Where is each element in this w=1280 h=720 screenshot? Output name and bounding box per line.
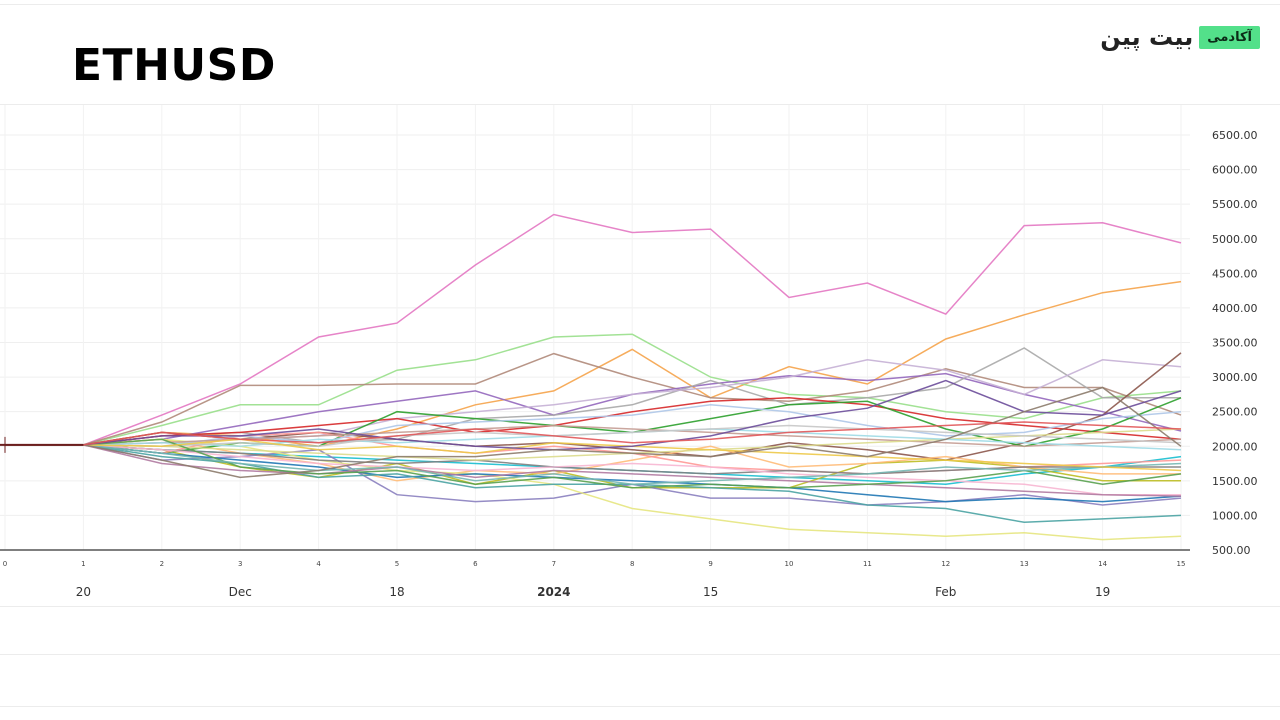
- header-divider: [0, 104, 1280, 105]
- y-tick-label: 500.00: [1212, 544, 1251, 557]
- footer-divider-3: [0, 706, 1280, 707]
- x-step-label: 5: [395, 560, 399, 568]
- page-title: ETHUSD: [72, 40, 276, 91]
- y-tick-label: 5000.00: [1212, 233, 1258, 246]
- y-tick-label: 3500.00: [1212, 337, 1258, 350]
- x-date-label: 20: [76, 585, 91, 599]
- chart-series: [0, 213, 1182, 541]
- series-line-0: [5, 213, 1182, 446]
- series-line-7: [5, 397, 1182, 446]
- x-date-label: Feb: [935, 585, 956, 599]
- brand-name: بیت پین: [1100, 23, 1194, 51]
- y-tick-label: 2500.00: [1212, 406, 1258, 419]
- series-line-26: [5, 438, 1182, 489]
- x-step-label: 0: [3, 560, 7, 568]
- x-date-label: Dec: [229, 585, 252, 599]
- series-line-28: [5, 438, 1182, 472]
- x-date-label: 15: [703, 585, 718, 599]
- y-tick-label: 3000.00: [1212, 371, 1258, 384]
- series-line-25: [5, 444, 1182, 497]
- series-line-27: [5, 444, 1182, 486]
- series-line-31: [5, 421, 1182, 446]
- x-step-label: 1: [81, 560, 85, 568]
- x-step-label: 15: [1177, 560, 1186, 568]
- y-tick-label: 1500.00: [1212, 475, 1258, 488]
- x-date-label: 18: [389, 585, 404, 599]
- series-line-20: [5, 424, 1182, 448]
- series-line-1: [5, 280, 1182, 448]
- brand-badge: آکادمی: [1199, 25, 1260, 49]
- x-step-label: 2: [160, 560, 164, 568]
- y-tick-label: 4000.00: [1212, 302, 1258, 315]
- y-tick-label: 1000.00: [1212, 509, 1258, 522]
- x-step-label: 8: [630, 560, 634, 568]
- x-step-label: 13: [1020, 560, 1029, 568]
- y-tick-label: 2000.00: [1212, 440, 1258, 453]
- ethusd-line-chart: 6500.006000.005500.005000.004500.004000.…: [0, 105, 1258, 599]
- x-step-label: 3: [238, 560, 242, 568]
- x-step-label: 11: [863, 560, 872, 568]
- x-step-label: 6: [473, 560, 478, 568]
- y-tick-label: 5500.00: [1212, 198, 1258, 211]
- y-tick-label: 4500.00: [1212, 267, 1258, 280]
- series-line-3: [5, 352, 1182, 446]
- x-step-label: 14: [1098, 560, 1107, 568]
- x-step-label: 9: [708, 560, 712, 568]
- series-line-2: [5, 333, 1182, 446]
- series-line-6: [5, 359, 1182, 446]
- brand-logo[interactable]: بیت پین آکادمی: [1100, 22, 1260, 52]
- x-step-label: 7: [552, 560, 556, 568]
- footer-divider-2: [0, 654, 1280, 655]
- series-line-17: [5, 444, 1182, 524]
- x-date-label: 2024: [537, 585, 570, 599]
- footer-divider-1: [0, 606, 1280, 607]
- series-line-21: [5, 428, 1182, 461]
- y-tick-label: 6000.00: [1212, 164, 1258, 177]
- x-date-label: 19: [1095, 585, 1110, 599]
- chart-axes: 6500.006000.005500.005000.004500.004000.…: [0, 129, 1258, 599]
- series-line-5: [5, 347, 1181, 446]
- top-divider: [0, 4, 1280, 5]
- x-step-label: 12: [941, 560, 950, 568]
- y-tick-label: 6500.00: [1212, 129, 1258, 142]
- series-line-4: [5, 372, 1182, 446]
- x-step-label: 4: [316, 560, 321, 568]
- x-step-label: 10: [785, 560, 794, 568]
- series-line-30: [5, 386, 1182, 479]
- series-line-24: [5, 424, 1182, 448]
